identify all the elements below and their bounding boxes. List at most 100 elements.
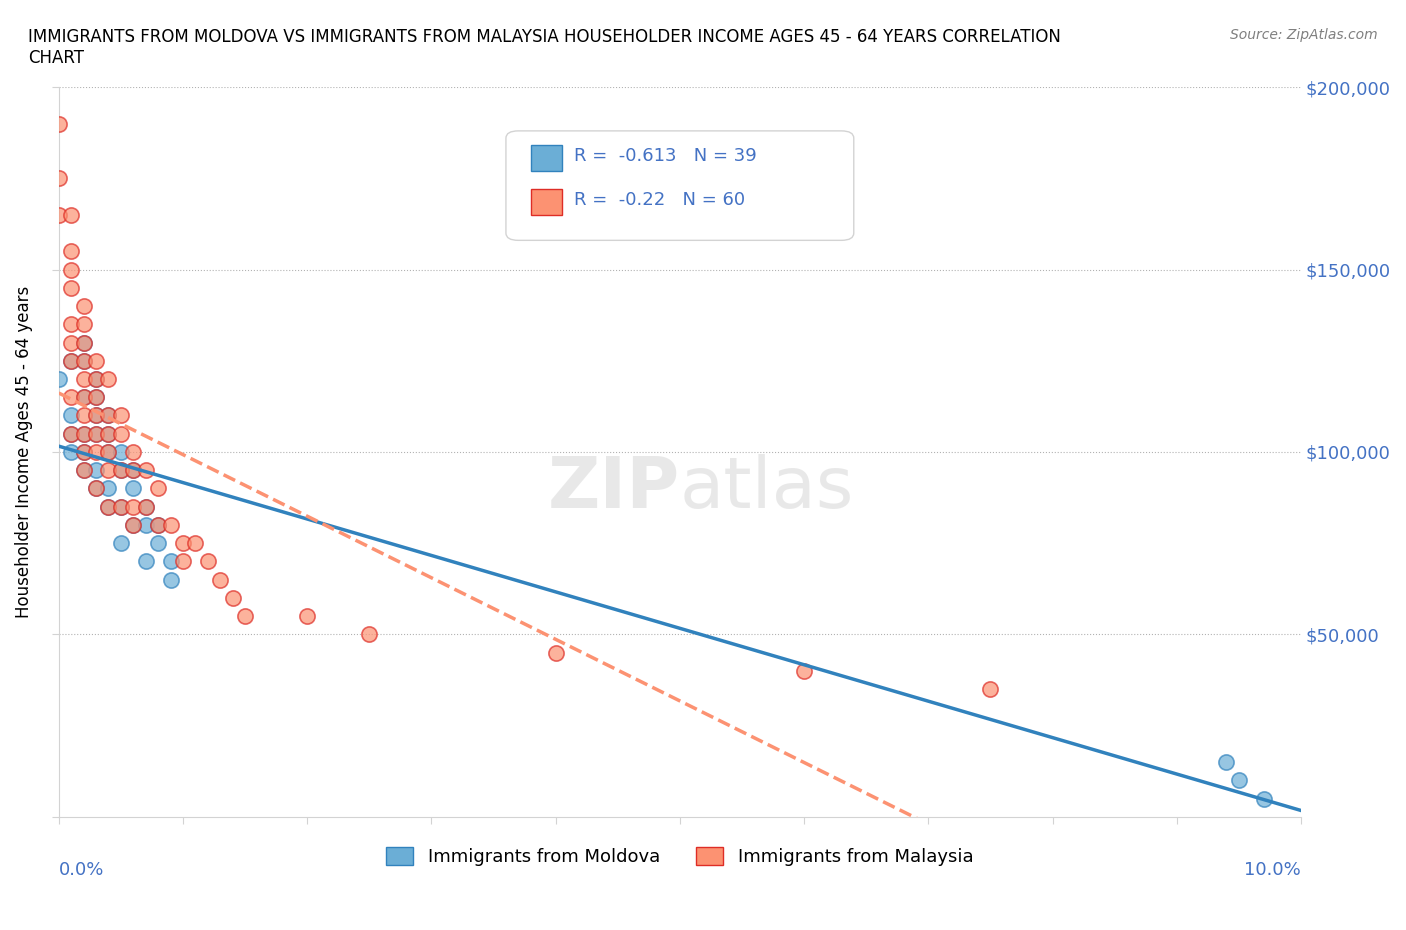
Point [72,390,94,405]
Point [159,517,181,532]
Point [1215,754,1237,769]
Point [172,536,194,551]
Point [48,207,70,222]
Point [122,481,145,496]
Text: 10.0%: 10.0% [1244,860,1301,879]
Point [1253,791,1275,806]
Point [110,445,132,459]
Point [72,299,94,313]
Text: 0.0%: 0.0% [59,860,104,879]
Point [84,481,107,496]
Point [110,536,132,551]
Point [84,426,107,441]
Point [97,445,120,459]
Point [233,609,256,624]
Text: atlas: atlas [681,454,855,523]
Point [60,244,83,259]
Point [60,390,83,405]
Point [172,554,194,569]
Point [84,426,107,441]
Point [84,481,107,496]
Point [60,317,83,332]
Point [197,554,219,569]
Point [122,463,145,478]
Point [72,353,94,368]
Point [48,171,70,186]
Text: R =  -0.22   N = 60: R = -0.22 N = 60 [574,192,745,209]
Point [72,372,94,387]
Point [72,463,94,478]
Point [110,499,132,514]
Point [146,536,169,551]
Point [60,262,83,277]
Point [122,463,145,478]
Point [110,463,132,478]
Point [72,335,94,350]
Point [122,499,145,514]
Point [60,445,83,459]
Point [544,645,567,660]
Point [184,536,207,551]
Point [122,445,145,459]
Legend: Immigrants from Moldova, Immigrants from Malaysia: Immigrants from Moldova, Immigrants from… [380,840,980,873]
Point [84,463,107,478]
Point [97,408,120,423]
Point [48,372,70,387]
Point [72,445,94,459]
Point [97,372,120,387]
Point [159,572,181,587]
Point [135,499,157,514]
Point [84,372,107,387]
Point [72,317,94,332]
Bar [531,190,562,215]
Point [221,591,243,605]
Point [793,663,815,678]
Point [97,426,120,441]
Point [72,463,94,478]
Point [135,554,157,569]
Point [72,426,94,441]
Point [84,390,107,405]
Point [122,517,145,532]
Point [979,682,1001,697]
Point [110,463,132,478]
Point [97,408,120,423]
Point [359,627,381,642]
Point [84,372,107,387]
Bar [531,145,562,171]
Text: R =  -0.613   N = 39: R = -0.613 N = 39 [574,148,756,166]
Point [60,280,83,295]
FancyBboxPatch shape [506,131,853,240]
Point [60,408,83,423]
Point [84,408,107,423]
Point [84,353,107,368]
Point [72,426,94,441]
Point [146,481,169,496]
Point [60,353,83,368]
Point [159,554,181,569]
Point [72,335,94,350]
Y-axis label: Householder Income Ages 45 - 64 years: Householder Income Ages 45 - 64 years [15,286,32,618]
Point [135,517,157,532]
Point [110,499,132,514]
Point [209,572,232,587]
Point [97,481,120,496]
Point [72,408,94,423]
Point [97,426,120,441]
Point [97,463,120,478]
Point [60,426,83,441]
Point [60,207,83,222]
Point [97,445,120,459]
Point [135,499,157,514]
Point [48,116,70,131]
Point [72,390,94,405]
Point [84,390,107,405]
Point [84,408,107,423]
Point [110,408,132,423]
Point [135,463,157,478]
Text: IMMIGRANTS FROM MOLDOVA VS IMMIGRANTS FROM MALAYSIA HOUSEHOLDER INCOME AGES 45 -: IMMIGRANTS FROM MOLDOVA VS IMMIGRANTS FR… [28,28,1062,67]
Point [72,445,94,459]
Point [60,353,83,368]
Text: ZIP: ZIP [547,454,681,523]
Point [84,445,107,459]
